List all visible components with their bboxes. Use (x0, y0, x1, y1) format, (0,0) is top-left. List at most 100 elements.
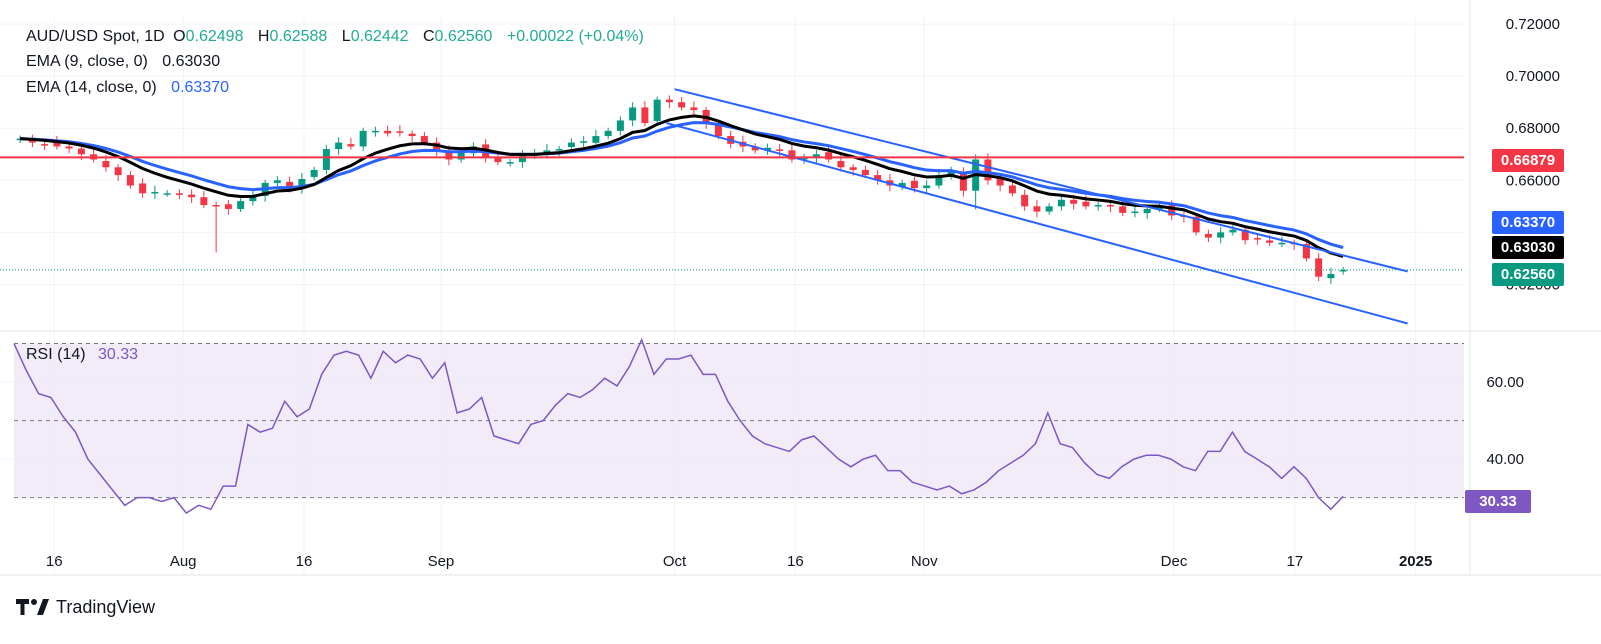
price-badge: 0.62560 (1492, 263, 1564, 286)
candle-body (1008, 185, 1016, 194)
candle-body (592, 136, 600, 143)
candle-body (224, 204, 232, 209)
candle-body (849, 167, 857, 170)
candle-body (1106, 205, 1114, 207)
low-label: L (341, 28, 351, 45)
candle-body (212, 205, 220, 207)
open-value: 0.62498 (185, 28, 244, 45)
ema14-label: EMA (14, close, 0) (26, 79, 157, 96)
candle-body (286, 181, 294, 189)
candle-body (714, 124, 722, 137)
rsi-badge: 30.33 (1465, 490, 1531, 513)
channel-upper-trendline[interactable] (674, 88, 1408, 273)
candle-body (641, 107, 649, 124)
time-tick-label: Sep (428, 553, 455, 570)
ema9-value: 0.63030 (162, 53, 221, 70)
candle-body (910, 180, 918, 189)
candle-body (1168, 205, 1176, 216)
candle-body (947, 169, 955, 176)
candle-body (1278, 242, 1286, 245)
ema9-label: EMA (9, close, 0) (26, 53, 148, 70)
candle-body (763, 147, 771, 151)
candle-body (690, 107, 698, 111)
candle-body (139, 183, 147, 194)
candle-body (665, 99, 673, 103)
rsi-level-lines (14, 343, 1464, 499)
candle-body (102, 161, 110, 168)
ema14-line[interactable] (20, 121, 1344, 250)
tradingview-logo-icon (16, 599, 49, 615)
time-tick-label: Nov (911, 553, 938, 570)
price-tick-label: 0.72000 (1506, 16, 1560, 33)
candle-body (77, 148, 85, 155)
candle-body (1241, 229, 1249, 241)
time-axis[interactable]: 16 Aug 16 Sep Oct 16 Nov Dec 17 2025 (46, 553, 1432, 570)
candle-body (151, 192, 159, 194)
candle-body (420, 136, 428, 143)
change-value: +0.00022 (+0.04%) (506, 28, 644, 45)
candle-body (65, 146, 73, 149)
candle-body (653, 99, 661, 121)
candle-body (923, 185, 931, 189)
candle-body (751, 146, 759, 151)
candle-body (776, 149, 784, 151)
legend-rsi-row[interactable]: RSI (14) 30.33 (26, 346, 142, 364)
candle-body (1229, 229, 1237, 233)
time-tick-label: 17 (1286, 553, 1303, 570)
candle-body (555, 149, 563, 151)
candle-body (310, 169, 318, 177)
time-tick-label: 2025 (1399, 553, 1432, 570)
rsi-axis[interactable]: 60.00 40.00 (1486, 374, 1524, 468)
candle-body (812, 154, 820, 157)
candle-body (935, 175, 943, 186)
rsi-line[interactable] (13, 337, 1344, 515)
time-tick-label: Oct (663, 553, 687, 570)
candle-body (629, 107, 637, 121)
candle-body (567, 142, 575, 147)
open-label: O (173, 28, 186, 45)
candle-body (1155, 207, 1163, 210)
candle-body (359, 130, 367, 147)
candle-body (445, 151, 453, 160)
channel-lower-trendline[interactable] (666, 122, 1408, 325)
resistance-badge: 0.66879 (1492, 149, 1564, 172)
price-tick-label: 0.66000 (1506, 172, 1560, 189)
rsi-label: RSI (14) (26, 346, 86, 363)
candle-body (41, 144, 49, 146)
candle-body (1070, 199, 1078, 204)
candle-body (457, 151, 465, 160)
candle-body (580, 141, 588, 143)
legend-ema14-row[interactable]: EMA (14, close, 0) 0.63370 (26, 79, 233, 97)
candle-body (506, 162, 514, 164)
time-tick-label: 16 (787, 553, 804, 570)
candle-body (825, 152, 833, 160)
candle-body (396, 131, 404, 133)
symbol-title[interactable]: AUD/USD Spot, 1D (26, 28, 165, 45)
rsi-value: 30.33 (98, 346, 139, 363)
candle-body (1217, 232, 1225, 238)
candle-body (1302, 244, 1310, 259)
candle-body (237, 201, 245, 209)
candle-body (1057, 199, 1065, 207)
tradingview-logo[interactable]: TradingView (16, 596, 155, 618)
ema14-value: 0.63370 (171, 79, 230, 96)
candle-body (298, 179, 306, 189)
candle-body (1204, 233, 1212, 238)
tradingview-wordmark: TradingView (56, 596, 156, 617)
ema14-badge: 0.63370 (1492, 211, 1564, 234)
candle-body (1045, 206, 1053, 212)
high-label: H (257, 28, 270, 45)
candle-body (1082, 201, 1090, 207)
candle-body (335, 142, 343, 150)
high-value: 0.62588 (269, 28, 328, 45)
candle-body (494, 156, 502, 163)
candle-body (384, 130, 392, 134)
candle-body (200, 197, 208, 206)
ema9-line[interactable] (20, 114, 1344, 258)
close-value: 0.62560 (434, 28, 493, 45)
candle-body (322, 149, 330, 170)
candle-body (959, 171, 967, 191)
candle-body (1021, 194, 1029, 207)
candle-body (1327, 274, 1335, 279)
legend-ema9-row[interactable]: EMA (9, close, 0) 0.63030 (26, 53, 224, 71)
